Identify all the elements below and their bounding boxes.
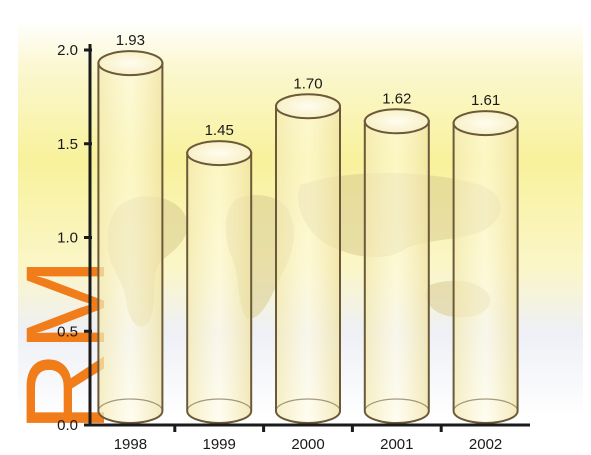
y-tick-label: 0.5	[57, 323, 78, 340]
bar-top	[186, 140, 253, 167]
bar-top	[452, 110, 519, 137]
bar-top	[363, 108, 430, 135]
x-tick-label: 1999	[203, 436, 236, 453]
bar-body	[186, 152, 253, 424]
bar-body	[452, 122, 519, 424]
bar-1998: 1.93	[97, 32, 164, 424]
data-label: 1.70	[293, 75, 322, 92]
data-label: 1.62	[382, 90, 411, 107]
bar-2000: 1.70	[275, 75, 341, 424]
bar-base-rim	[275, 398, 341, 424]
bar-1999: 1.45	[186, 122, 253, 424]
x-tick-label: 2000	[291, 436, 324, 453]
bar-body	[275, 105, 341, 424]
axes-group: 0.0 0.5 1.0 1.5 2.0 1998 1999 2000 2001 2002	[57, 42, 530, 453]
y-tick-label: 0.0	[57, 417, 78, 434]
bar-body	[363, 120, 430, 424]
bar-base-rim	[453, 398, 519, 424]
x-tick-label: 2002	[469, 436, 502, 453]
data-label: 1.93	[116, 32, 145, 49]
y-tick-label: 2.0	[57, 42, 78, 59]
bar-2002: 1.61	[452, 92, 519, 424]
bar-base-rim	[364, 398, 430, 424]
bar-base-rim	[97, 398, 163, 424]
bar-body	[97, 62, 164, 424]
y-tick-label: 1.0	[57, 230, 78, 247]
y-tick-label: 1.5	[57, 136, 78, 153]
x-tick-label: 1998	[114, 436, 147, 453]
x-tick-label: 2001	[380, 436, 413, 453]
data-label: 1.61	[471, 92, 500, 109]
bar-top	[97, 50, 164, 77]
data-label: 1.45	[205, 122, 234, 139]
bar-top	[275, 93, 341, 120]
bars-group: 1.93 1.45 1.70 1.62 1.61	[97, 32, 519, 424]
bar-base-rim	[186, 398, 252, 424]
bar-2001: 1.62	[363, 90, 430, 424]
